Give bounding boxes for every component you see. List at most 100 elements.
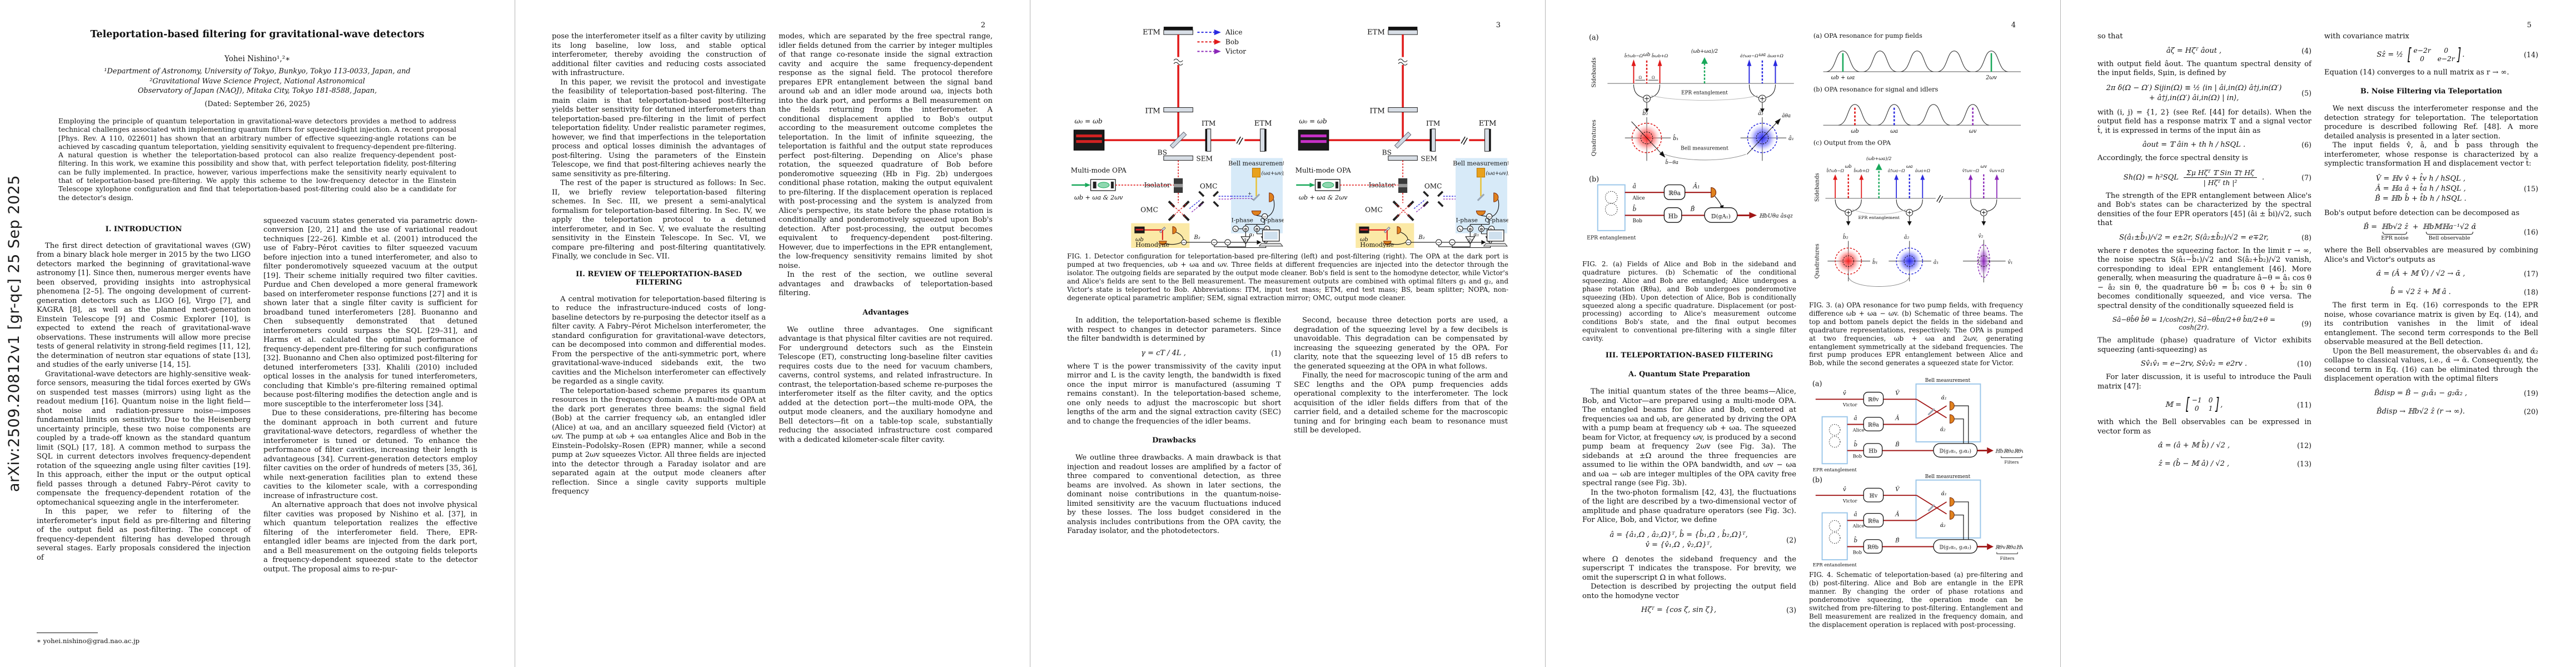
equation-8: S(â₁±b̂₁)∕√2 = e±2r, S(â₂±b̂₂)∕√2 = e∓2r… [2097,233,2311,242]
fig2-b2: b̂₂ [1642,109,1648,117]
subtractor: − [1487,215,1492,220]
figure-1: Alice Bob Victor ETM ITM [1030,23,1545,248]
bell-title: Bell measurement [1228,160,1284,167]
etm-top-label: ETM [1367,28,1385,37]
paragraph: In addition, the teleportation-based sch… [1067,316,1281,344]
oscillator-icon: ∿ [1234,226,1238,232]
subsection-heading-advantages: Advantages [862,308,909,317]
page-4: 4 (a) Sidebands b̂†ωb−Ω ωb b [1546,0,2061,667]
page-title: Teleportation-based filtering for gravit… [90,29,425,40]
equation-number: (12) [2297,441,2311,450]
equation-3: Hζᵀ = {cos ζ, sin ζ}, (3) [1582,606,1796,614]
fig2-epr-label: EPR entanglement [1681,91,1728,96]
equation-line: 2π δ(Ω − Ω′) Sijin(Ω) ≡ ½ ⟨in | âi,in(Ω)… [2106,83,2282,92]
laser-freq-label: ω₀ = ωb [1074,117,1102,125]
sem-mirror [1163,155,1193,161]
equation-16: B̂ = ℍb√2 ẑ EPR noise + ℍb𝕄ℍa⁻¹√2 α̂ Bel… [2324,223,2538,241]
fig3-a2: â₂ [1904,235,1910,241]
omc2-label: OMC [1200,182,1218,190]
equation-number: (13) [2297,460,2311,468]
iphase-label: I-phase [1232,217,1253,224]
legend-victor: Victor [1225,48,1246,56]
fig4-A: Â [1895,414,1899,422]
fig3-bdag: b̂†ωb−Ω [1826,167,1843,173]
section-heading-introduction: I. INTRODUCTION [105,225,182,233]
equation-body: âout = 𝕋 âin + th h ∕ hSQL . [2142,141,2246,149]
affiliation-2: ²Gravitational Wave Science Project, Nat… [150,77,365,86]
paragraph: with covariance matrix [2324,32,2409,41]
minus-sign: − [1251,196,1255,202]
page-number: 5 [2527,21,2532,29]
homodyne-pd2 [1383,241,1392,245]
equation-number: (18) [2524,288,2538,296]
paragraph: In this paper, we revisit the protocol a… [552,78,766,178]
equation-10: Sv̂₁v̂₁ = e−2rv, Sv̂₂v̂₂ = e2rv . (10) [2097,360,2311,368]
equation-number: (9) [2301,319,2311,328]
author: Yohei Nishino¹,²∗ [224,54,291,63]
underbrace-label: EPR noise [2381,235,2409,241]
equation-number: (7) [2301,173,2311,182]
equation-14: Sẑ = ½ [ e−2r 0 0 e−2r ] . (14 [2324,46,2538,63]
figure-4-caption: FIG. 4. Schematic of teleportation-based… [1809,571,2023,629]
fig2-center-freq: (ωb+ωa)∕2 [1691,48,1718,54]
underbrace-epr-noise: ℍb√2 ẑ EPR noise [2381,223,2408,241]
matrix-cell: e−2r [2437,54,2455,63]
matrix-cell: 0 [2194,405,2199,412]
paragraph: Second, because three detection ports ar… [1294,316,1508,371]
fig3-wb: ωb [1851,128,1858,135]
isolator-label: Isolator [1369,181,1396,189]
matrix-cell: 0 [2444,46,2449,54]
equation-body: b̂ = √2 ẑ + 𝕄 â . [2390,288,2451,296]
subsection-heading-drawbacks: Drawbacks [1152,436,1196,445]
fig3-v1: v̂₁ [2008,260,2013,266]
fig4-Hv-box: ℍv [1869,493,1877,499]
etm-right-label: ETM [1479,120,1497,128]
equation-line: B̂ = ℍb b̂ + t̂b h ∕ hSQL . [2375,194,2467,203]
fig4-epr-box-a [1821,416,1848,465]
fig3-epr: EPR entanglement [1858,215,1900,220]
fig4-a-hat-b: â [1854,511,1857,518]
fig2-alice: Alice [1632,196,1645,201]
fig4-pd1 [1949,401,1955,411]
arxiv-stamp: arXiv:2509.20812v1 [gr-qc] 25 Sep 2025 [6,175,23,492]
equation-body: Sv̂₁v̂₁ = e−2rv, Sv̂₂v̂₂ = e2rv . [2140,360,2248,368]
paragraph: Bob's output before detection can be dec… [2324,208,2520,217]
fig4-victor: Victor [1842,402,1857,407]
fig4-v-hat-b: v̂ [1843,486,1846,493]
paragraph: where r denotes the squeezing factor. In… [2097,246,2311,310]
equation-number: (17) [2524,270,2538,278]
omc2-label: OMC [1424,182,1442,190]
paragraph: We outline three advantages. One signifi… [779,325,993,444]
equation-number: (4) [2301,46,2311,55]
page-1: arXiv:2509.20812v1 [gr-qc] 25 Sep 2025 T… [0,0,515,667]
itm-horiz-label: ITM [1426,120,1440,127]
matrix-cell: 0 [2208,396,2213,404]
paragraph: Gravitational-wave detectors are highly-… [37,370,251,507]
paragraph: Upon the Bell measurement, the observabl… [2324,347,2538,384]
fig4-A-b: Â [1895,510,1899,518]
equation-6: âout = 𝕋 âin + th h ∕ hSQL . (6) [2097,141,2311,149]
photodiode-i [1269,192,1274,202]
fig4-epr-label-a: EPR entanglement [1813,467,1857,472]
equation-number: (1) [1271,349,1281,357]
fig4-bell-box-a [1915,384,1981,443]
figure-4: (a) Bell measurement EPR entanglement v̂… [1812,378,2023,566]
fraction: Σμ Hζᵀ 𝕋 Sin 𝕋† Hζ | Hζᵀ th |² [2184,168,2257,187]
equation-11: 𝕄 = [ −1 0 0 1 ] , (11) [2097,396,2311,413]
paragraph: The amplitude (phase) quadrature of Vict… [2097,336,2311,354]
legend-alice: Alice [1225,28,1242,36]
equation-line: + â†j,in(Ω′) âi,in(Ω) | in⟩, [2149,93,2239,102]
fig3-a1: â₁ [1934,260,1939,266]
equation-line: Â = ℍa â + t̂a h ∕ hSQL , [2375,184,2466,193]
fig1-prefiltering-diagram: Alice Bob Victor ETM ITM [1071,27,1284,248]
fig4-Hb-box: ℍb [1869,449,1877,455]
fig3-b1: b̂₁ [1872,258,1878,266]
oscillator-icon: ∿ [1458,226,1462,232]
homodyne-pd2 [1159,241,1167,245]
page-2: 2 pose the interferometer itself as a fi… [515,0,1030,667]
fig4-filters-a: Filters [2004,460,2019,465]
equation-body: S(â₁±b̂₁)∕√2 = e±2r, S(â₂±b̂₂)∕√2 = e∓2r… [2119,233,2269,242]
paragraph: Accordingly, the force spectral density … [2097,154,2248,162]
underbrace-math: ℍb𝕄ℍa⁻¹√2 α̂ [2422,223,2477,231]
paragraph: The strength of the EPR entanglement bet… [2097,191,2311,228]
